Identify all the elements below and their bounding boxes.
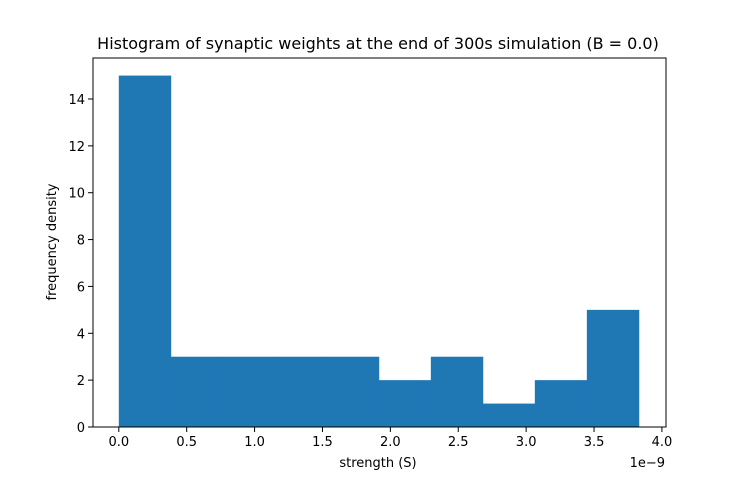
x-tick-label: 2.5 (448, 435, 469, 450)
x-offset-text: 1e−9 (630, 456, 665, 471)
y-tick-label: 2 (77, 374, 85, 389)
histogram-bar (326, 356, 380, 427)
histogram-bar (222, 356, 276, 427)
histogram-bar (534, 380, 588, 427)
bars-group (118, 75, 640, 427)
x-axis-label: strength (S) (339, 456, 416, 471)
x-tick-label: 1.5 (312, 435, 333, 450)
x-tick-label: 0.5 (176, 435, 197, 450)
y-tick-label: 8 (77, 234, 85, 249)
x-axis: 0.0 0.5 1.0 1.5 2.0 2.5 3.0 3.5 4.0 (108, 427, 672, 450)
x-tick-label: 3.0 (516, 435, 537, 450)
histogram-bar (118, 75, 172, 427)
histogram-bar (586, 309, 640, 427)
x-tick-label: 4.0 (652, 435, 673, 450)
x-tick-label: 3.5 (584, 435, 605, 450)
y-tick-label: 12 (68, 140, 85, 155)
y-tick-label: 4 (77, 327, 85, 342)
y-axis-label: frequency density (45, 183, 60, 300)
y-tick-label: 0 (77, 421, 85, 436)
y-tick-label: 6 (77, 280, 85, 295)
chart-title: Histogram of synaptic weights at the end… (97, 34, 659, 53)
x-tick-label: 2.0 (380, 435, 401, 450)
y-tick-label: 14 (68, 93, 85, 108)
plot-frame (92, 57, 667, 428)
y-tick-label: 10 (68, 187, 85, 202)
histogram-bar (170, 356, 224, 427)
histogram-bar (430, 356, 484, 427)
histogram-bar (274, 356, 328, 427)
histogram-bar (378, 380, 432, 427)
y-axis: 0 2 4 6 8 10 12 14 (68, 93, 93, 436)
x-tick-label: 1.0 (244, 435, 265, 450)
histogram-bar (482, 403, 536, 427)
x-tick-label: 0.0 (108, 435, 129, 450)
